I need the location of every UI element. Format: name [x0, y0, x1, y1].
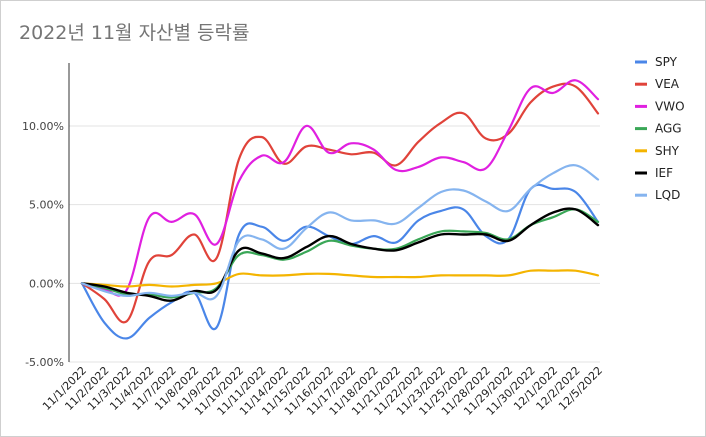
y-tick-label: 10.00% [22, 120, 64, 133]
series-lines [80, 79, 600, 340]
series-line-vwo [80, 79, 600, 297]
series-line-spy [80, 183, 600, 340]
legend-label-vwo: VWO [655, 99, 685, 113]
x-axis-ticks: 11/1/202211/2/202211/3/202211/4/202211/7… [40, 364, 605, 418]
series-line-vea [80, 82, 600, 324]
legend-label-lqd: LQD [655, 188, 680, 202]
legend: SPY VEA VWO AGG SHY IEF LQD [635, 55, 685, 202]
series-line-ief [80, 207, 600, 302]
y-axis-ticks: -5.00% 0.00% 5.00% 10.00% [22, 120, 64, 369]
legend-label-ief: IEF [655, 166, 673, 180]
legend-label-shy: SHY [655, 144, 680, 158]
series-line-agg [80, 208, 600, 299]
chart-title: 2022년 11월 자산별 등락률 [19, 22, 250, 44]
legend-label-vea: VEA [655, 77, 680, 91]
y-tick-label: 0.00% [29, 277, 64, 290]
legend-label-spy: SPY [655, 55, 678, 69]
series-line-shy [80, 269, 600, 288]
y-tick-label: 5.00% [29, 199, 64, 212]
y-tick-label: -5.00% [25, 356, 64, 369]
series-line-lqd [80, 164, 600, 301]
legend-label-agg: AGG [655, 122, 682, 136]
